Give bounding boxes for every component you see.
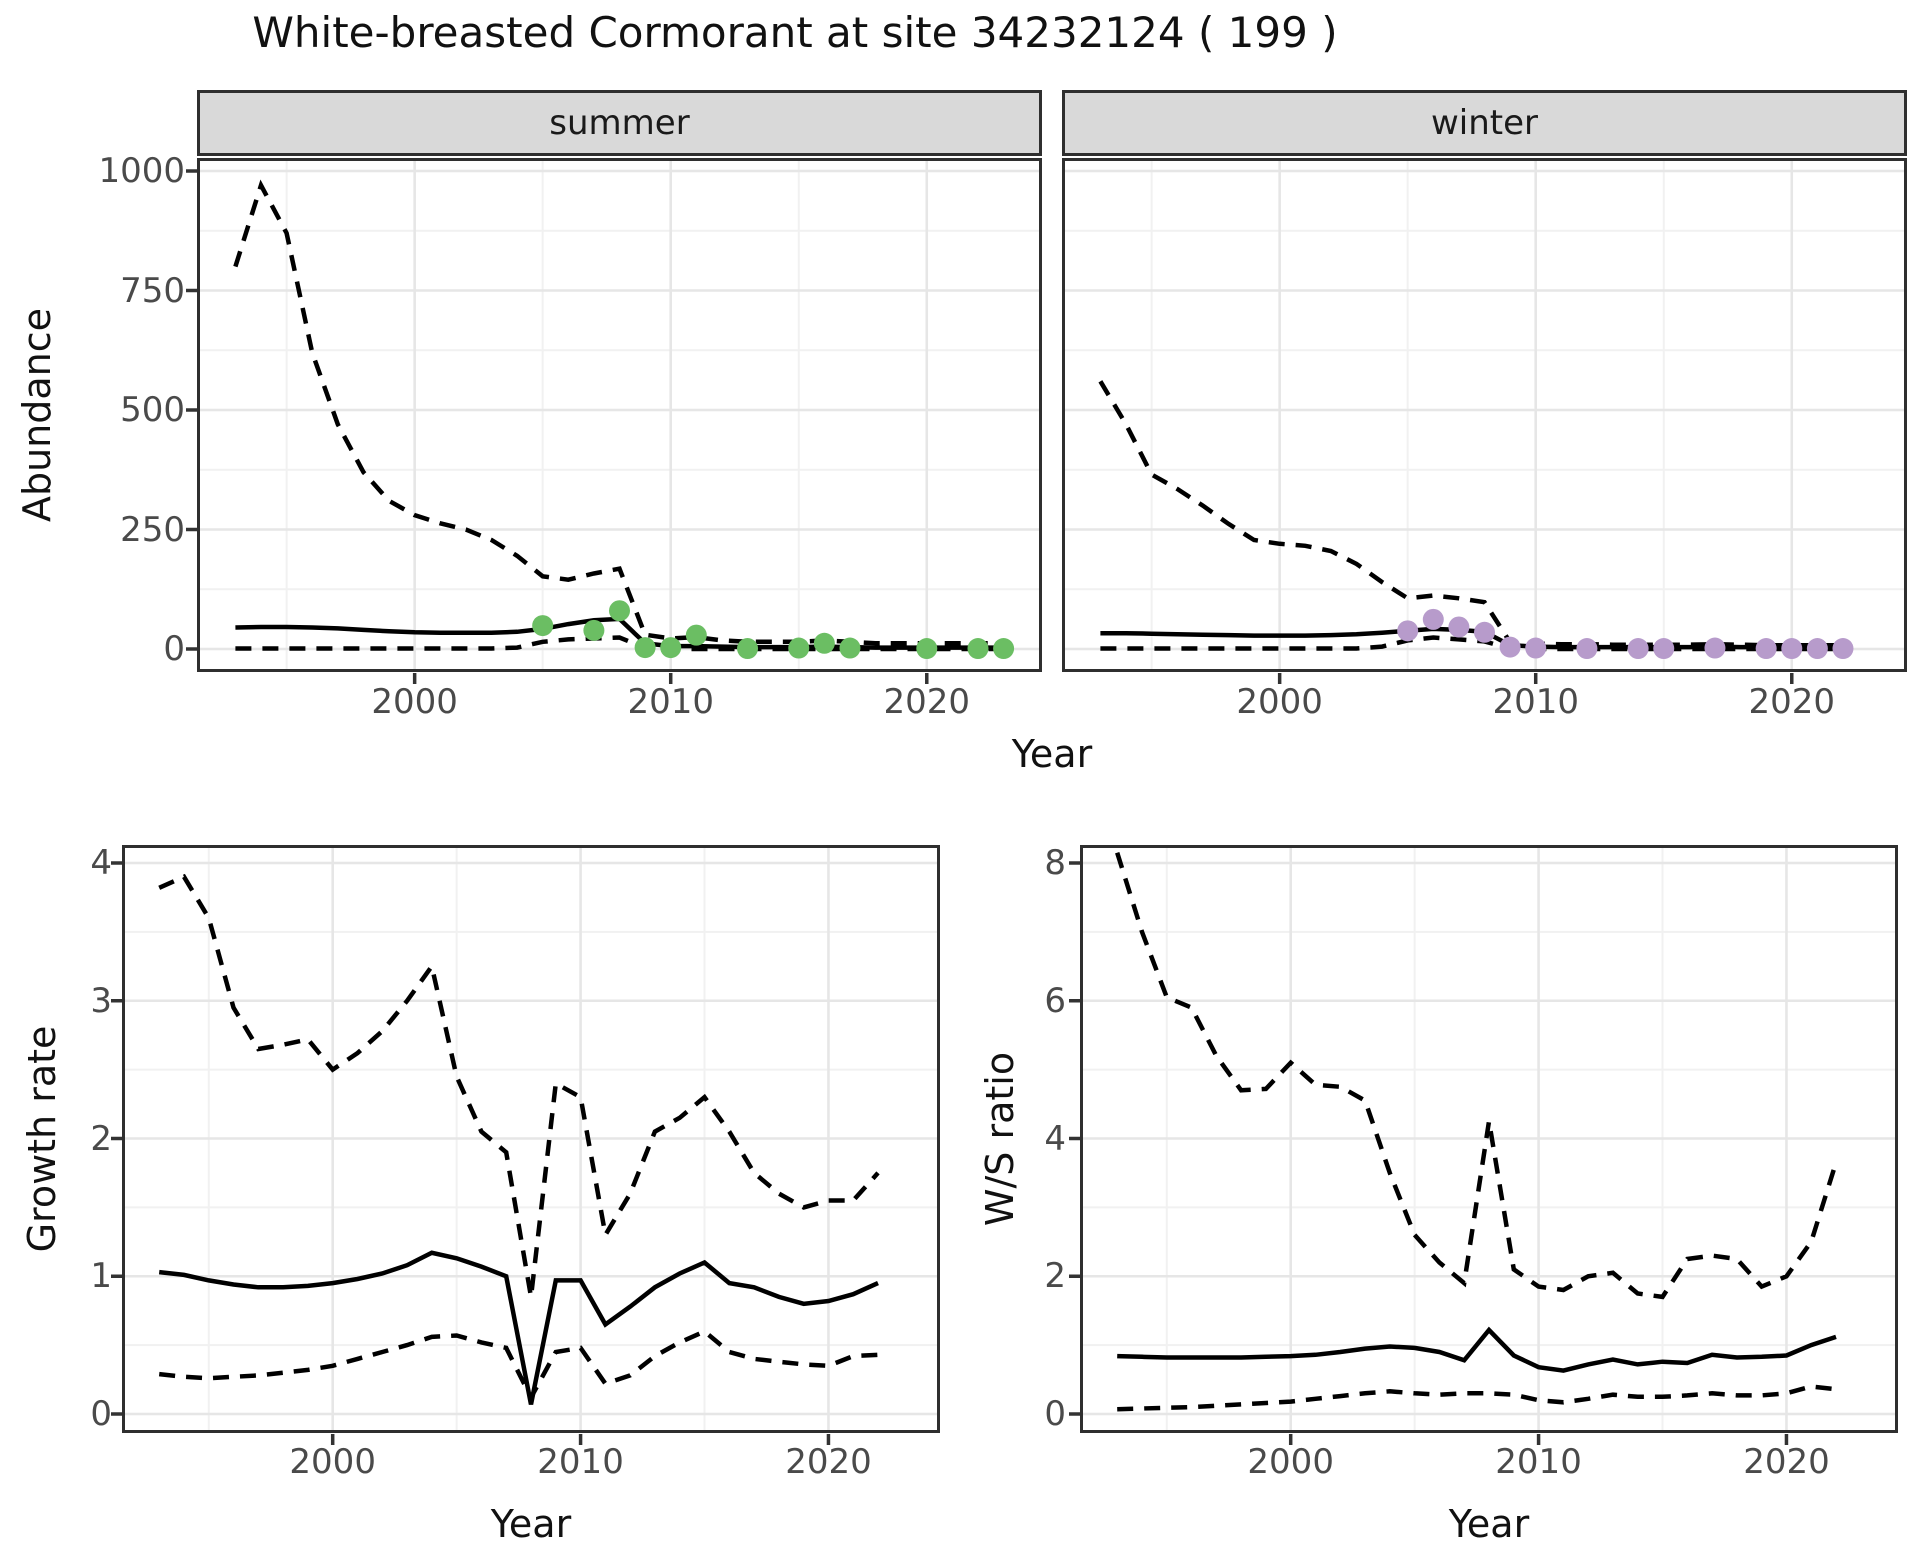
x-tick-label: 2020	[1743, 1442, 1830, 1482]
y-tick-label: 4	[90, 843, 112, 883]
y-tick-label: 2	[90, 1118, 112, 1159]
y-tick-label: 1	[90, 1256, 112, 1297]
abundance-summer-plot	[186, 158, 1042, 684]
facet-strip-winter: winter	[1062, 90, 1907, 156]
y-tick-label: 8	[1044, 843, 1066, 883]
growth-rate-plot	[111, 845, 940, 1445]
y-tick-label: 2	[1044, 1256, 1066, 1297]
facet-strip-summer: summer	[197, 90, 1042, 156]
x-tick-label: 2000	[1236, 682, 1323, 722]
y-tick-label: 250	[120, 509, 185, 550]
x-tick-label: 2010	[1492, 682, 1579, 722]
x-tick-label: 2020	[785, 1442, 872, 1482]
x-tick-label: 2000	[1247, 1442, 1334, 1482]
x-tick-label: 2020	[1748, 682, 1836, 722]
x-tick-label: 2010	[627, 682, 714, 722]
x-tick-label: 2020	[883, 682, 971, 722]
abundance-winter-plot	[1062, 158, 1907, 684]
y-tick-label: 6	[1044, 980, 1066, 1021]
y-tick-label: 4	[1044, 1118, 1066, 1159]
y-tick-label: 3	[90, 980, 112, 1021]
ws-ratio-plot	[1069, 845, 1898, 1445]
y-tick-label: 0	[163, 629, 185, 669]
facet-strip-summer-label: summer	[549, 103, 690, 143]
y-tick-label: 1000	[98, 151, 185, 191]
x-tick-label: 2000	[371, 682, 458, 722]
facet-strip-winter-label: winter	[1430, 103, 1539, 143]
x-tick-label: 2000	[289, 1442, 376, 1482]
y-tick-label: 750	[120, 270, 185, 311]
y-tick-label: 500	[120, 390, 185, 430]
y-tick-label: 0	[90, 1394, 112, 1434]
y-tick-label: 0	[1044, 1394, 1066, 1434]
x-tick-label: 2010	[1495, 1442, 1582, 1482]
year-axis-title-top: Year	[1011, 732, 1093, 776]
x-tick-label: 2010	[537, 1442, 624, 1482]
year-axis-title-bottom-right: Year	[1448, 1502, 1530, 1546]
plot-title: White-breasted Cormorant at site 3423212…	[252, 8, 1338, 57]
year-axis-title-bottom-left: Year	[490, 1502, 572, 1546]
